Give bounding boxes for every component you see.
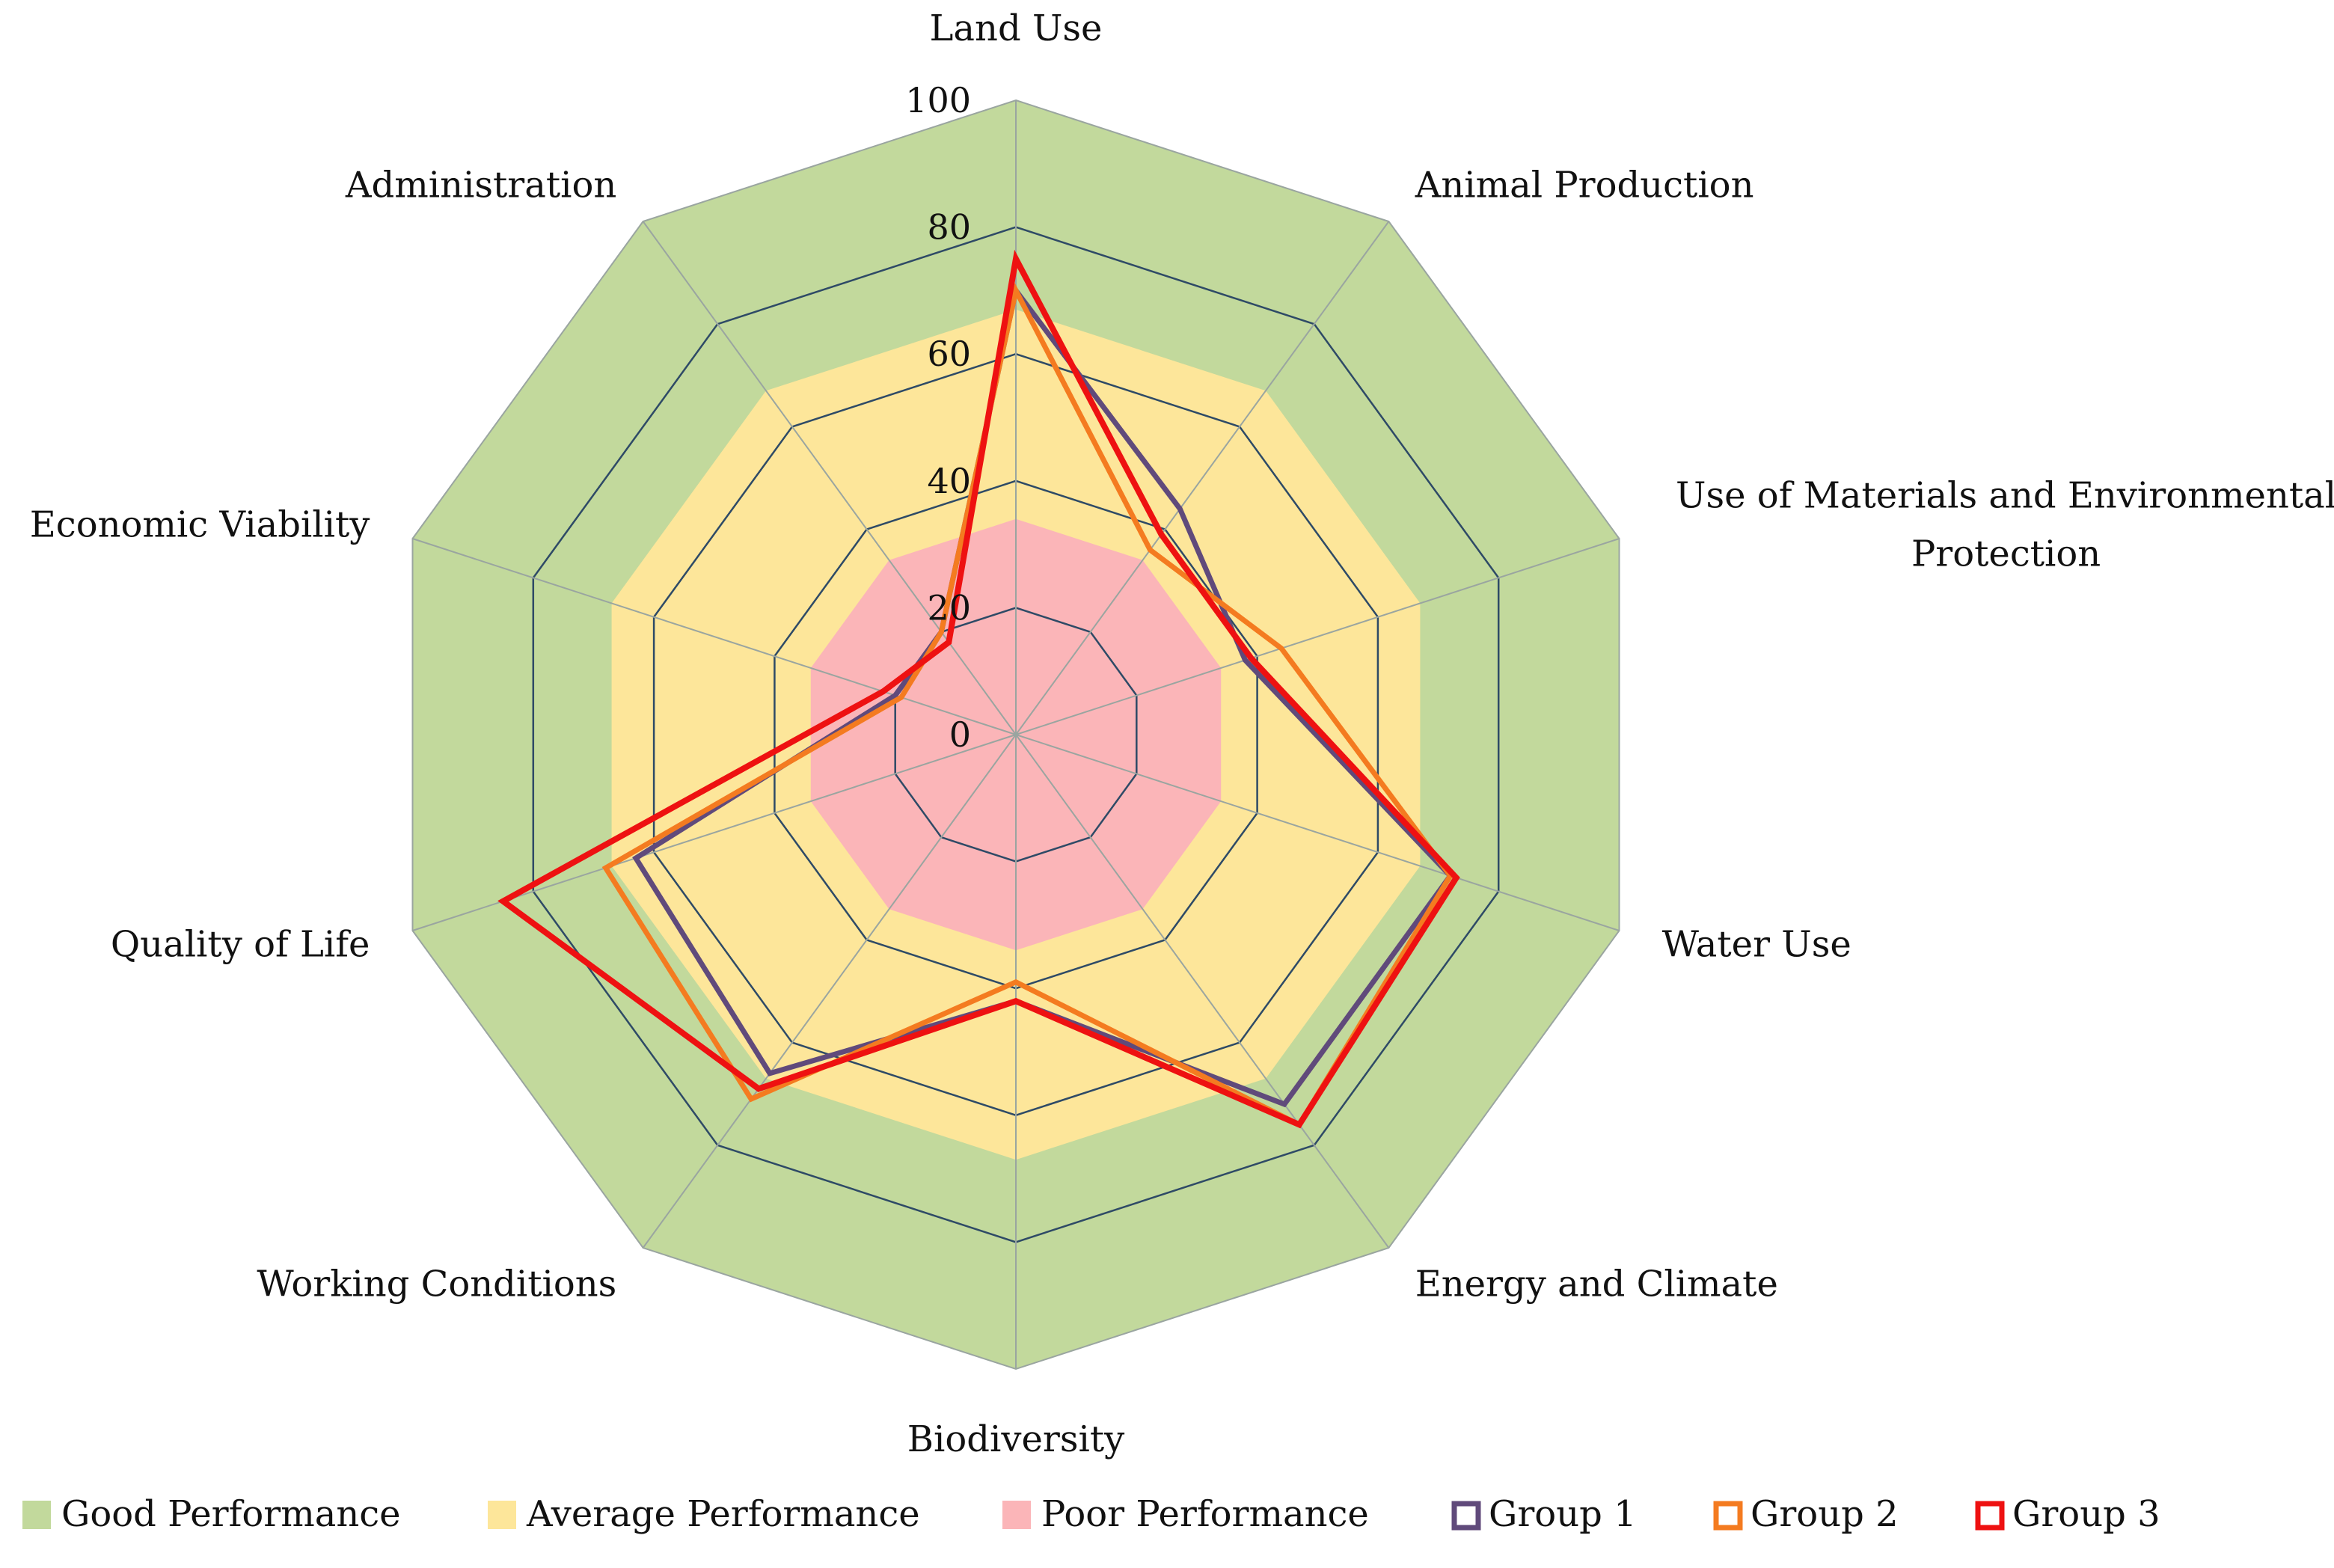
axis-label-line: Administration [345, 164, 616, 206]
tick-label-80: 80 [927, 207, 971, 248]
legend-label: Group 3 [2012, 1493, 2160, 1535]
axis-label-animal-production: Animal Production [1415, 164, 1754, 206]
tick-label-60: 60 [927, 334, 971, 374]
legend-swatch [1451, 1501, 1481, 1531]
legend-item-group-3: Group 3 [1975, 1493, 2160, 1535]
radar-grid [411, 99, 1620, 1371]
series-group-2 [601, 283, 1454, 1128]
axis-label-use-of-materials-and-environmental-protection: Use of Materials and Environmental Protec… [1676, 474, 2334, 575]
legend-swatch [1713, 1501, 1743, 1531]
axis-label-line: Water Use [1662, 924, 1851, 966]
legend-item-good-performance: Good Performance [22, 1493, 401, 1535]
legend-label: Group 2 [1750, 1493, 1899, 1535]
legend-swatch [1975, 1501, 2005, 1531]
axis-label-administration: Administration [345, 164, 616, 206]
axis-label-biodiversity: Biodiversity [907, 1418, 1124, 1460]
axis-label-line: Protection [1911, 533, 2101, 575]
legend-swatch [488, 1501, 516, 1529]
spoke-2 [1015, 538, 1620, 735]
axis-label-land-use: Land Use [930, 7, 1103, 49]
legend-item-group-1: Group 1 [1451, 1493, 1637, 1535]
spoke-6 [642, 734, 1017, 1249]
spoke-9 [642, 221, 1017, 735]
legend-swatch [1002, 1501, 1031, 1529]
legend-swatch [22, 1501, 51, 1529]
legend-item-poor-performance: Poor Performance [1002, 1493, 1369, 1535]
spoke-3 [1015, 734, 1620, 931]
axis-label-line: Biodiversity [907, 1418, 1124, 1460]
legend-label: Group 1 [1489, 1493, 1637, 1535]
axis-label-line: Animal Production [1415, 164, 1754, 206]
legend: Good Performance Average Performance Poor … [22, 1493, 2160, 1535]
axis-label-quality-of-life: Quality of Life [111, 924, 370, 966]
axis-label-line: Economic Viability [30, 503, 370, 545]
series-lines [497, 249, 1460, 1129]
axis-label-economic-viability: Economic Viability [30, 503, 370, 545]
axis-label-line: Land Use [930, 7, 1103, 49]
legend-label: Poor Performance [1041, 1493, 1369, 1535]
legend-item-average-performance: Average Performance [488, 1493, 920, 1535]
legend-item-group-2: Group 2 [1713, 1493, 1899, 1535]
tick-label-40: 40 [927, 461, 971, 501]
tick-label-0: 0 [949, 714, 971, 755]
tick-label-100: 100 [905, 80, 971, 120]
axis-label-line: Use of Materials and Environmental [1676, 474, 2334, 516]
spoke-8 [412, 538, 1017, 735]
tick-labels: 0 20 40 60 80 100 [905, 80, 971, 755]
series-group-3 [497, 249, 1460, 1129]
legend-label: Good Performance [61, 1493, 401, 1535]
axis-label-water-use: Water Use [1662, 924, 1851, 966]
axis-label-working-conditions: Working Conditions [257, 1264, 616, 1305]
axis-label-energy-and-climate: Energy and Climate [1415, 1264, 1778, 1305]
spoke-4 [1015, 734, 1390, 1249]
legend-label: Average Performance [526, 1493, 920, 1535]
axis-label-line: Working Conditions [257, 1264, 616, 1305]
axis-label-line: Energy and Climate [1415, 1264, 1778, 1305]
axis-labels: Land Use Animal Production Use of Material… [30, 7, 2334, 1460]
axis-label-line: Quality of Life [111, 924, 370, 966]
tick-label-20: 20 [927, 587, 971, 628]
spoke-1 [1015, 221, 1390, 735]
